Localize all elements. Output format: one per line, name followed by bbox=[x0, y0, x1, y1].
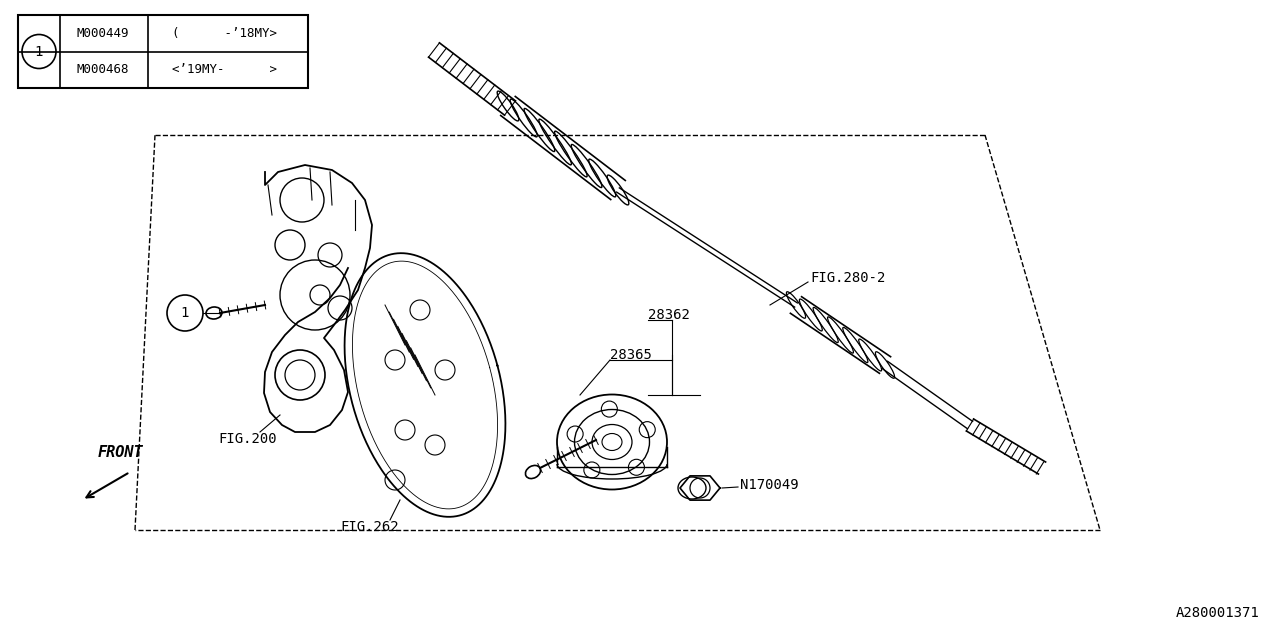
Text: 28362: 28362 bbox=[648, 308, 690, 322]
Text: A280001371: A280001371 bbox=[1176, 606, 1260, 620]
Text: FIG.280-2: FIG.280-2 bbox=[810, 271, 886, 285]
Text: <’19MY-      >: <’19MY- > bbox=[173, 63, 278, 76]
Text: FRONT: FRONT bbox=[97, 445, 143, 460]
Text: 28365: 28365 bbox=[611, 348, 652, 362]
Text: FIG.200: FIG.200 bbox=[219, 432, 278, 446]
Text: FIG.262: FIG.262 bbox=[340, 520, 399, 534]
Text: 1: 1 bbox=[180, 306, 189, 320]
Text: N170049: N170049 bbox=[740, 478, 799, 492]
Text: (      -’18MY>: ( -’18MY> bbox=[173, 27, 278, 40]
Text: M000449: M000449 bbox=[77, 27, 129, 40]
Bar bbox=[18, 15, 308, 88]
Text: M000468: M000468 bbox=[77, 63, 129, 76]
Text: 1: 1 bbox=[35, 45, 44, 58]
